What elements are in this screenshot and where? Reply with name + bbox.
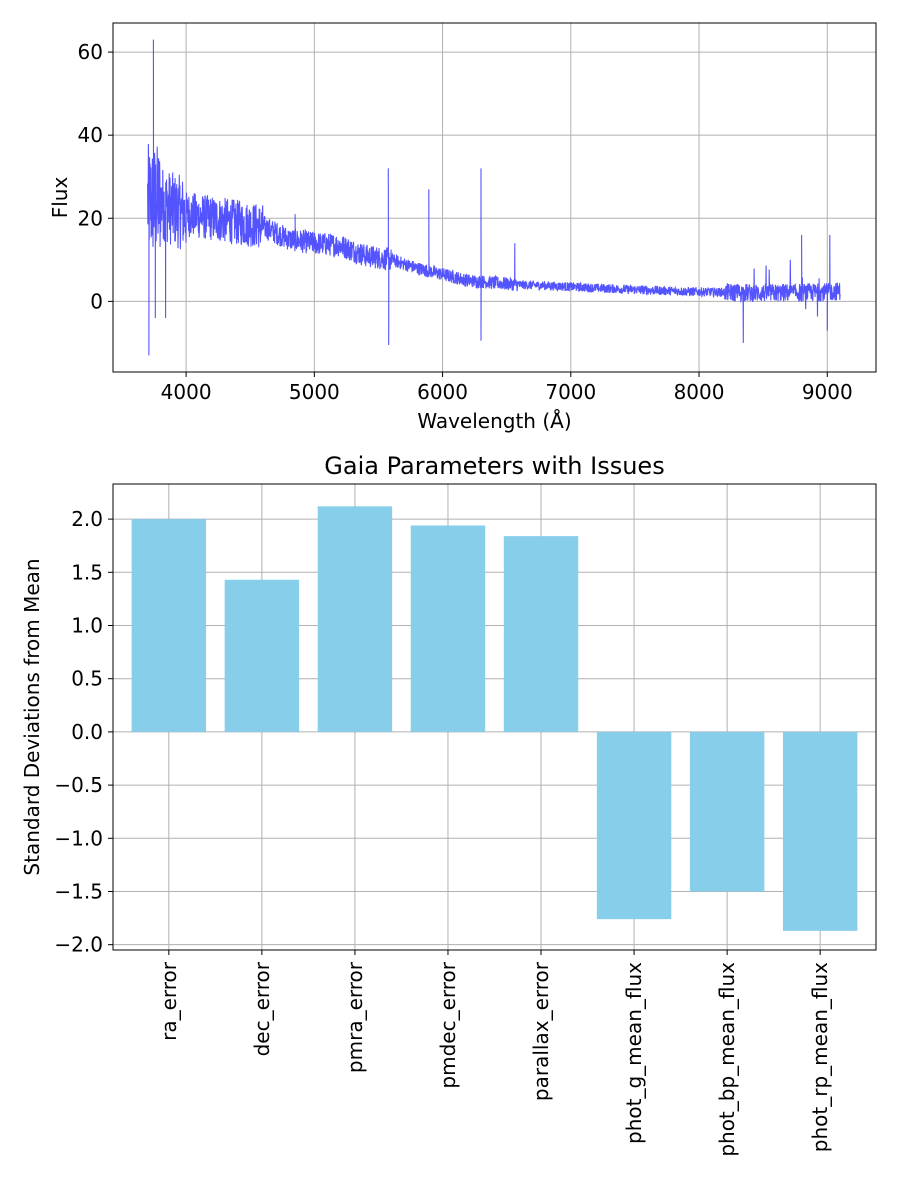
bar-y-tick-label: 2.0 bbox=[71, 507, 103, 531]
bar-y-tick-label: 0.0 bbox=[71, 720, 103, 744]
spectrum-chart: 4000 5000 6000 7000 8000 9000 0 20 40 60 Waveleng… bbox=[48, 22, 877, 433]
bar-chart-ticks: 2.0 1.5 1.0 0.5 0.0 −0.5 −1.0 −1.5 −2.0 ra_error d… bbox=[54, 507, 832, 1157]
bar-parallax_error bbox=[503, 536, 579, 732]
bar-x-tick-label: dec_error bbox=[250, 961, 274, 1056]
spectrum-ticks: 4000 5000 6000 7000 8000 9000 0 20 40 60 bbox=[78, 40, 853, 404]
bar-y-tick-label: −0.5 bbox=[54, 773, 103, 797]
gaia-bar-chart: Gaia Parameters with Issues 2.0 1.5 1.0 0.5… bbox=[20, 452, 877, 1157]
bar-phot_rp_mean_flux bbox=[782, 731, 858, 931]
spectrum-x-tick-label: 8000 bbox=[674, 380, 725, 404]
bar-x-tick-label: pmra_error bbox=[343, 961, 367, 1073]
bar-x-tick-label: parallax_error bbox=[529, 961, 553, 1101]
bar-chart-title: Gaia Parameters with Issues bbox=[324, 452, 664, 480]
spectrum-line bbox=[147, 39, 841, 356]
bar-y-tick-label: −2.0 bbox=[54, 933, 103, 957]
spectrum-x-tick-label: 4000 bbox=[161, 380, 212, 404]
bar-chart-bars bbox=[131, 506, 858, 931]
bar-x-tick-label: phot_g_mean_flux bbox=[622, 962, 646, 1144]
bar-y-tick-label: −1.0 bbox=[54, 826, 103, 850]
bar-phot_g_mean_flux bbox=[596, 731, 672, 920]
bar-chart-axes-frame bbox=[112, 483, 877, 951]
bar-y-tick-label: 0.5 bbox=[71, 667, 103, 691]
bar-y-tick-label: −1.5 bbox=[54, 879, 103, 903]
spectrum-x-tick-label: 7000 bbox=[545, 380, 596, 404]
bar-phot_bp_mean_flux bbox=[689, 731, 765, 892]
spectrum-plot-area bbox=[147, 39, 841, 356]
spectrum-x-tick-label: 6000 bbox=[417, 380, 468, 404]
bar-x-tick-label: phot_rp_mean_flux bbox=[808, 962, 832, 1152]
spectrum-x-tick-label: 5000 bbox=[289, 380, 340, 404]
spectrum-y-tick-label: 0 bbox=[90, 289, 103, 313]
bar-chart-y-axis-label: Standard Deviations from Mean bbox=[20, 558, 44, 875]
spectrum-y-tick-label: 60 bbox=[78, 40, 103, 64]
spectrum-x-tick-label: 9000 bbox=[802, 380, 853, 404]
bar-pmdec_error bbox=[410, 525, 486, 732]
spectrum-y-tick-label: 20 bbox=[78, 206, 103, 230]
bar-x-tick-label: ra_error bbox=[157, 961, 181, 1041]
spectrum-grid bbox=[113, 23, 876, 372]
bar-ra_error bbox=[131, 519, 207, 732]
bar-pmra_error bbox=[317, 506, 393, 732]
spectrum-y-tick-label: 40 bbox=[78, 123, 103, 147]
bar-y-tick-label: 1.0 bbox=[71, 614, 103, 638]
bar-x-tick-label: phot_bp_mean_flux bbox=[715, 962, 739, 1157]
spectrum-axes-frame bbox=[112, 22, 877, 373]
bar-y-tick-label: 1.5 bbox=[71, 560, 103, 584]
bar-x-tick-label: pmdec_error bbox=[436, 961, 460, 1088]
spectrum-y-axis-label: Flux bbox=[48, 177, 72, 219]
bar-dec_error bbox=[224, 579, 300, 732]
spectrum-x-axis-label: Wavelength (Å) bbox=[417, 409, 571, 433]
